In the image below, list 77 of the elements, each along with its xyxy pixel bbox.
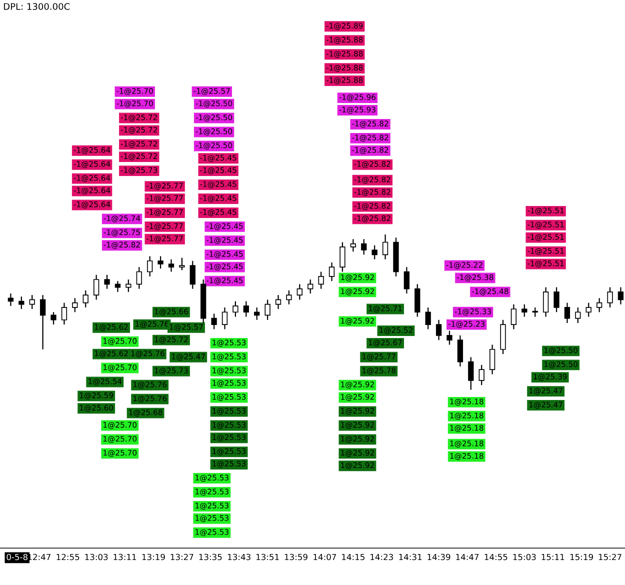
candlestick <box>158 256 164 270</box>
candlestick <box>104 274 110 290</box>
x-tick-label: 14:07 <box>314 554 336 560</box>
x-tick-label: 14:15 <box>342 554 364 560</box>
candlestick <box>296 284 302 300</box>
candlestick <box>318 271 324 290</box>
candlestick <box>350 238 356 252</box>
x-tick-label: 13:03 <box>85 554 108 560</box>
candlestick <box>82 290 88 308</box>
text: DPL: 1300.00C <box>4 3 70 10</box>
candlestick <box>136 266 142 290</box>
candlestick <box>243 300 249 318</box>
candlestick <box>554 286 560 313</box>
candlestick <box>436 319 442 341</box>
candlestick <box>446 330 452 346</box>
candlestick <box>596 298 602 313</box>
candlestick <box>61 302 68 326</box>
x-tick-label: 15:11 <box>542 554 564 560</box>
candlestick <box>232 300 238 318</box>
candlestick <box>168 258 174 272</box>
candlestick <box>618 286 624 305</box>
x-tick-label: 13:43 <box>228 554 250 560</box>
candlestick <box>607 286 613 308</box>
candlestick <box>222 306 228 330</box>
x-tick-label: 13:19 <box>142 554 165 560</box>
candlestick <box>40 294 46 350</box>
x-tick-label: 14:23 <box>370 554 393 560</box>
candlestick <box>564 302 570 324</box>
x-tick-label: 13:27 <box>170 554 194 560</box>
candlestick <box>510 304 517 330</box>
candlestick <box>340 242 346 272</box>
x-tick-label: 13:59 <box>284 554 308 560</box>
candlestick <box>586 302 592 318</box>
x-tick-label: 14:47 <box>456 554 479 560</box>
candlestick <box>542 286 549 318</box>
candlestick <box>468 356 474 390</box>
candlestick <box>126 278 132 292</box>
candlestick <box>29 294 35 310</box>
x-tick-label: 13:11 <box>114 554 136 560</box>
candlestick <box>575 306 581 324</box>
candlestick <box>190 260 196 290</box>
x-tick-label: 14:31 <box>399 554 422 560</box>
candlestick <box>211 313 217 330</box>
candlestick <box>147 256 153 277</box>
x-tick-label: 13:51 <box>256 554 279 560</box>
x-tick-label: 13:35 <box>199 554 222 560</box>
candlestick <box>361 238 367 256</box>
candlestick <box>522 304 528 318</box>
candlestick <box>50 312 56 326</box>
candlestick <box>8 292 14 306</box>
candlestick <box>286 290 292 305</box>
candlestick <box>93 274 100 300</box>
x-tick-label: 15:19 <box>570 554 593 560</box>
x-tick-label: 15:27 <box>598 554 622 560</box>
candlestick <box>114 280 121 292</box>
candlestick <box>179 257 185 271</box>
candlestick <box>18 296 24 310</box>
candlestick <box>425 306 431 330</box>
candlestick <box>328 262 335 282</box>
candlestick <box>532 306 538 318</box>
candlestick <box>264 299 270 320</box>
candlestick <box>404 266 410 294</box>
candlestick <box>478 364 484 386</box>
x-tick-label: 14:39 <box>428 554 450 560</box>
candlestick <box>414 284 420 318</box>
x-tick-label: 0-5-8 <box>6 554 28 560</box>
candlestick <box>457 334 464 368</box>
x-tick-label: 12:55 <box>56 554 80 560</box>
candlestick <box>275 294 282 310</box>
candlestick <box>489 344 496 375</box>
candlestick <box>254 306 260 320</box>
x-tick-label: 15:03 <box>513 554 536 560</box>
candlestick <box>372 244 378 260</box>
candlestick <box>308 278 314 294</box>
candlestick <box>382 234 388 260</box>
x-tick-label: 14:55 <box>484 554 508 560</box>
candlestick <box>72 298 78 313</box>
